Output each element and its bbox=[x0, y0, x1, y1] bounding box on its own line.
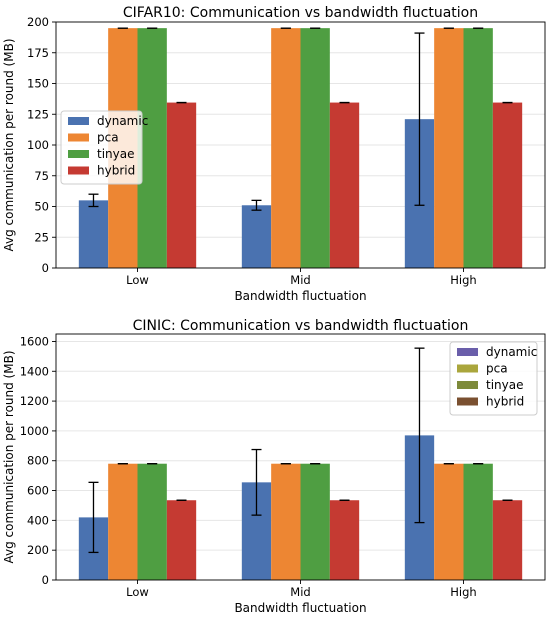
x-tick-label: Mid bbox=[290, 585, 310, 599]
x-tick-label: High bbox=[450, 273, 476, 287]
bar-tinyae bbox=[300, 28, 330, 269]
legend-swatch-tinyae bbox=[68, 150, 89, 158]
bar-tinyae bbox=[137, 463, 167, 580]
y-tick-label: 0 bbox=[42, 261, 49, 275]
bar-tinyae bbox=[463, 28, 493, 269]
legend-label-pca: pca bbox=[97, 131, 119, 145]
y-tick-label: 1200 bbox=[20, 394, 49, 408]
y-tick-label: 200 bbox=[27, 15, 49, 29]
bar-pca bbox=[434, 463, 464, 580]
x-axis-label: Bandwidth fluctuation bbox=[234, 289, 366, 303]
legend-label-hybrid: hybrid bbox=[97, 164, 135, 178]
y-axis-label: Avg communication per round (MB) bbox=[2, 38, 16, 251]
y-tick-label: 800 bbox=[27, 454, 49, 468]
legend-label-dynamic: dynamic bbox=[97, 114, 148, 128]
legend-swatch-pca bbox=[68, 133, 89, 142]
bar-hybrid bbox=[166, 102, 197, 268]
x-tick-label: High bbox=[450, 585, 476, 599]
bar-hybrid bbox=[166, 500, 197, 580]
x-tick-label: Mid bbox=[290, 273, 310, 287]
x-tick-label: Low bbox=[126, 585, 149, 599]
legend-label-tinyae: tinyae bbox=[97, 147, 134, 161]
legend-label-dynamic: dynamic bbox=[486, 345, 537, 359]
bar-dynamic bbox=[241, 205, 272, 268]
error-bar-dynamic bbox=[414, 32, 425, 206]
y-tick-label: 175 bbox=[27, 46, 49, 60]
y-tick-label: 200 bbox=[27, 543, 49, 557]
error-bar-dynamic bbox=[88, 481, 99, 554]
error-bar-dynamic bbox=[88, 193, 99, 208]
bar-dynamic bbox=[78, 200, 109, 268]
y-tick-label: 0 bbox=[42, 573, 49, 587]
chart-1: 0 25 50 75 100 125 150 175 200 Low Mid High CIFAR10:… bbox=[2, 5, 546, 303]
y-tick-label: 25 bbox=[34, 230, 49, 244]
error-bar-dynamic bbox=[414, 347, 425, 524]
legend: dynamic pca tinyae hybrid bbox=[449, 341, 538, 416]
chart-2: 0 200 400 600 800 1000 1200 1400 1600 Low Mid High C… bbox=[2, 318, 546, 615]
bar-pca bbox=[271, 28, 301, 269]
y-tick-label: 600 bbox=[27, 484, 49, 498]
y-tick-label: 150 bbox=[27, 77, 49, 91]
legend-swatch-dynamic bbox=[68, 117, 89, 125]
legend-box bbox=[60, 110, 143, 185]
error-bar-dynamic bbox=[251, 199, 262, 211]
legend-label-pca: pca bbox=[486, 362, 508, 376]
legend-swatch-dynamic bbox=[457, 348, 478, 356]
bar-pca bbox=[434, 28, 464, 269]
legend-swatch-tinyae bbox=[457, 381, 478, 389]
error-bar-dynamic bbox=[251, 448, 262, 516]
y-tick-label: 100 bbox=[27, 138, 49, 152]
y-axis-label: Avg communication per round (MB) bbox=[2, 350, 16, 563]
chart-title: CINIC: Communication vs bandwidth fluctu… bbox=[133, 318, 469, 334]
bar-pca bbox=[271, 463, 301, 580]
x-axis-label: Bandwidth fluctuation bbox=[234, 601, 366, 615]
y-tick-label: 400 bbox=[27, 513, 49, 527]
bar-tinyae bbox=[300, 463, 330, 580]
legend-swatch-hybrid bbox=[457, 397, 478, 406]
bar-pca bbox=[108, 463, 138, 580]
legend-box bbox=[449, 341, 538, 416]
legend-label-hybrid: hybrid bbox=[486, 395, 524, 409]
legend: dynamic pca tinyae hybrid bbox=[60, 110, 148, 185]
y-tick-label: 125 bbox=[27, 107, 49, 121]
bar-tinyae bbox=[463, 463, 493, 580]
legend-label-tinyae: tinyae bbox=[486, 378, 523, 392]
bar-hybrid bbox=[492, 500, 523, 580]
chart-title: CIFAR10: Communication vs bandwidth fluc… bbox=[123, 5, 478, 21]
y-tick-label: 50 bbox=[34, 200, 49, 214]
y-tick-label: 1400 bbox=[20, 364, 49, 378]
x-tick-label: Low bbox=[126, 273, 149, 287]
bar-hybrid bbox=[329, 102, 360, 268]
y-tick-label: 75 bbox=[34, 169, 49, 183]
bar-hybrid bbox=[492, 102, 523, 268]
y-tick-label: 1600 bbox=[20, 334, 49, 348]
legend-swatch-pca bbox=[457, 364, 478, 373]
legend-swatch-hybrid bbox=[68, 166, 89, 175]
bar-hybrid bbox=[329, 500, 360, 580]
y-tick-label: 1000 bbox=[20, 424, 49, 438]
